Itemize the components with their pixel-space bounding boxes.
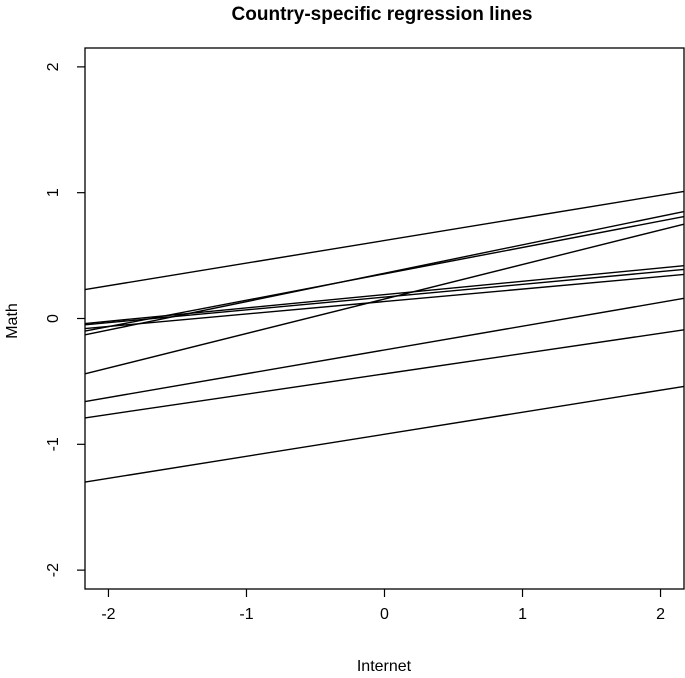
x-tick-label: 1 — [518, 606, 527, 623]
y-axis: -2 -1 0 1 2 — [45, 62, 85, 577]
y-tick-label: 2 — [45, 62, 62, 71]
regression-line — [84, 329, 685, 419]
x-axis: -2 -1 0 1 2 — [101, 589, 665, 623]
y-tick-label: -2 — [45, 563, 62, 577]
x-tick-label: -2 — [101, 606, 115, 623]
regression-lines — [84, 190, 685, 483]
y-axis-label: Math — [4, 303, 21, 339]
regression-line — [84, 273, 685, 330]
x-tick-label: -1 — [239, 606, 253, 623]
x-tick-label: 0 — [380, 606, 389, 623]
regression-line — [84, 385, 685, 483]
plot-frame — [84, 47, 685, 590]
x-tick-label: 2 — [656, 606, 665, 623]
regression-line — [84, 264, 685, 325]
y-tick-label: 0 — [45, 314, 62, 323]
chart-title: Country-specific regression lines — [232, 4, 533, 25]
regression-line — [84, 223, 685, 375]
regression-line — [84, 215, 685, 332]
y-tick-label: 1 — [45, 188, 62, 197]
regression-line — [84, 190, 685, 291]
x-axis-label: Internet — [357, 658, 412, 675]
regression-line — [84, 297, 685, 403]
y-tick-label: -1 — [45, 437, 62, 451]
regression-line — [84, 268, 685, 326]
